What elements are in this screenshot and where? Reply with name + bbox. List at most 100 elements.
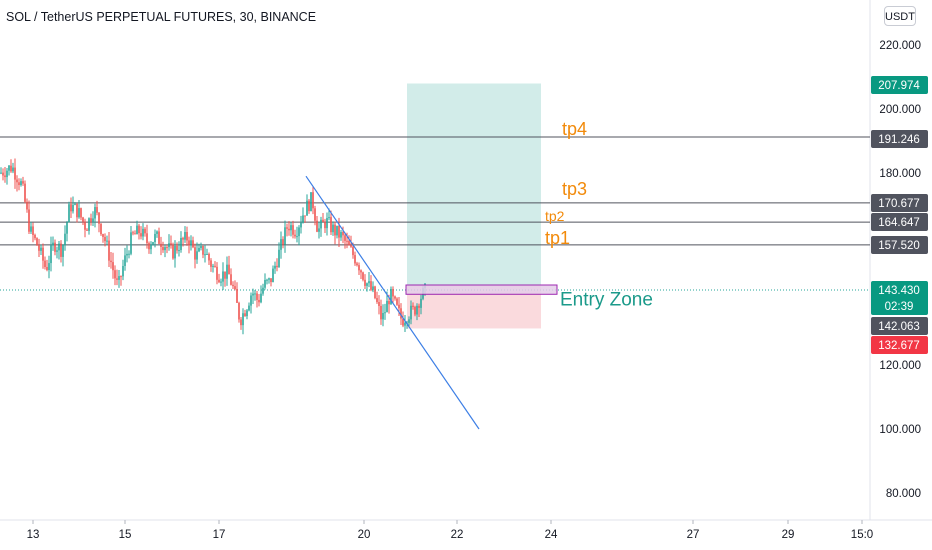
entry-zone-box[interactable] (405, 284, 558, 295)
candle-body (378, 302, 380, 306)
candle-body (284, 227, 286, 245)
price-tag[interactable] (871, 336, 928, 354)
y-tick-label: 220.000 (879, 40, 921, 52)
candle-body (366, 283, 368, 286)
candle-body (218, 279, 220, 283)
candle-body (264, 279, 266, 288)
candle-body (60, 243, 62, 257)
candle-body (126, 253, 128, 256)
candle-body (40, 247, 42, 251)
candle-body (106, 240, 108, 242)
candle-body (210, 260, 212, 267)
candle-body (292, 225, 294, 235)
candle-body (380, 305, 382, 320)
candle-body (200, 245, 202, 248)
candle-body (0, 172, 2, 174)
candle-body (334, 224, 336, 236)
chart-title: SOL / TetherUS PERPETUAL FUTURES, 30, BI… (6, 10, 317, 24)
candle-body (382, 312, 384, 320)
candle-body (344, 235, 346, 241)
candle-body (56, 250, 58, 252)
candle-body (158, 231, 160, 244)
candle-body (184, 232, 186, 240)
candle-body (330, 217, 332, 233)
x-tick-label: 20 (358, 529, 371, 541)
candle-body (174, 245, 176, 259)
candle-body (230, 274, 232, 285)
candle-body (388, 300, 390, 305)
candle-body (354, 255, 356, 264)
candle-body (288, 228, 290, 231)
candle-body (418, 305, 420, 308)
candle-body (78, 208, 80, 218)
candle-body (384, 312, 386, 314)
candle-body (86, 229, 88, 231)
candle-body (62, 245, 64, 257)
candle-body (122, 265, 124, 277)
price-tag[interactable] (871, 130, 928, 148)
price-tag[interactable] (871, 236, 928, 254)
candle-body (30, 226, 32, 232)
candle-body (222, 271, 224, 282)
candle-body (76, 203, 78, 218)
candle-body (224, 271, 226, 279)
candle-body (356, 263, 358, 266)
candle-body (290, 225, 292, 231)
candle-body (268, 278, 270, 280)
candle-body (100, 223, 102, 235)
candle-body (336, 225, 338, 236)
trendline[interactable] (305, 175, 480, 430)
candle-body (252, 293, 254, 296)
candle-body (186, 232, 188, 241)
currency-button[interactable]: USDT (884, 6, 916, 26)
price-tag[interactable] (871, 194, 928, 212)
candle-body (402, 318, 404, 326)
candle-body (374, 286, 376, 299)
candle-body (250, 295, 252, 306)
candle-body (72, 204, 74, 212)
candle-body (328, 217, 330, 219)
candle-body (94, 207, 96, 219)
candle-body (104, 236, 106, 242)
price-tag[interactable] (871, 281, 928, 315)
candle-body (114, 270, 116, 279)
candle-body (212, 265, 214, 267)
candle-body (332, 224, 334, 233)
candle-body (394, 296, 396, 299)
candle-body (280, 239, 282, 250)
price-tag-value: 157.520 (878, 240, 920, 252)
candle-body (294, 234, 296, 237)
price-tag[interactable] (871, 213, 928, 231)
candle-body (208, 253, 210, 261)
level-label-tp2: tp2 (545, 208, 565, 224)
candle-body (20, 181, 22, 186)
countdown-timer: 02:39 (885, 301, 914, 313)
candle-body (34, 234, 36, 239)
candle-body (278, 249, 280, 268)
candle-body (26, 201, 28, 210)
candle-body (68, 204, 70, 223)
x-tick-label: 27 (687, 529, 700, 541)
candle-body (52, 242, 54, 246)
candle-body (262, 287, 264, 294)
x-tick-label: 15 (119, 529, 132, 541)
x-tick-label: 17 (213, 529, 226, 541)
candle-body (84, 221, 86, 230)
x-tick-label: 15:0 (851, 529, 873, 541)
candle-body (196, 251, 198, 260)
y-tick-label: 100.000 (879, 424, 921, 436)
candle-body (172, 244, 174, 259)
y-tick-label: 80.000 (886, 488, 921, 500)
candle-body (132, 232, 134, 234)
candle-body (314, 208, 316, 221)
candle-body (16, 179, 18, 183)
candle-body (54, 242, 56, 252)
candle-body (180, 237, 182, 251)
candle-body (214, 265, 216, 267)
price-tag[interactable] (871, 317, 928, 335)
candle-body (154, 233, 156, 243)
candle-body (270, 278, 272, 283)
candle-body (50, 245, 52, 264)
price-tag[interactable] (871, 76, 928, 94)
